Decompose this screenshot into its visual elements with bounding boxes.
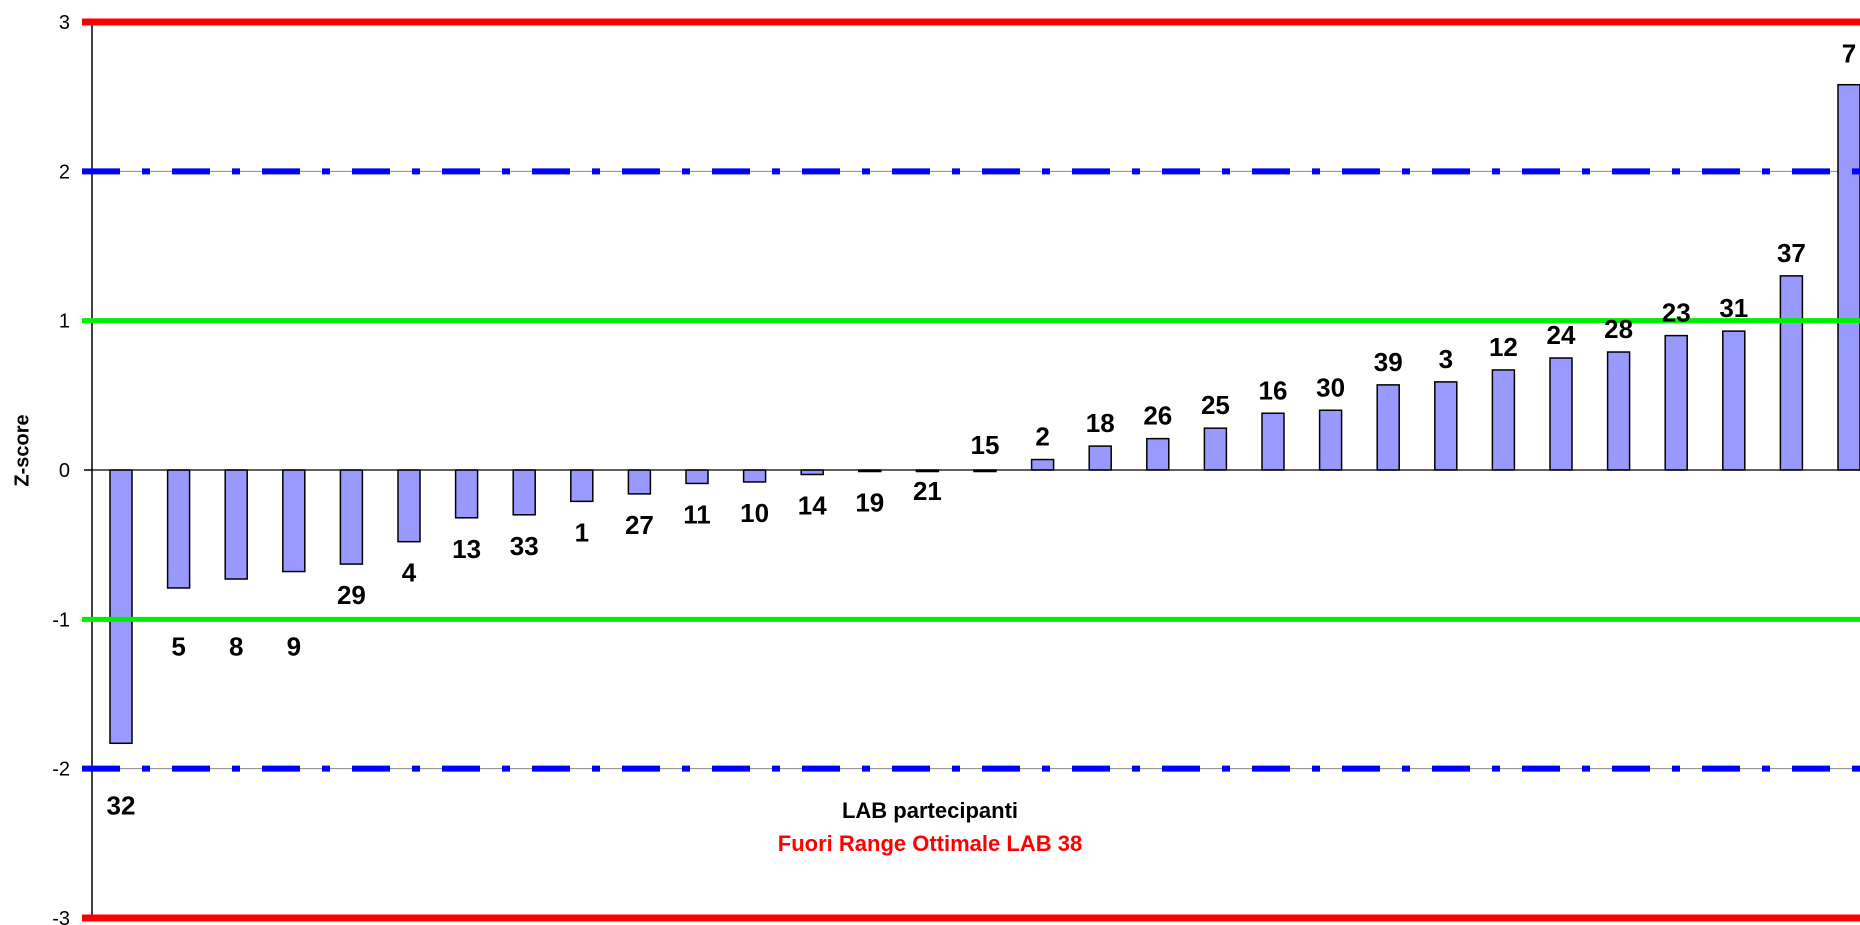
bar [1203, 427, 1228, 471]
bar [1491, 369, 1516, 471]
data-label: 12 [1489, 332, 1518, 362]
data-label: 16 [1259, 375, 1288, 405]
bar [166, 469, 191, 589]
data-label: 27 [625, 510, 654, 540]
bar [1722, 330, 1746, 471]
y-tick-label: 2 [59, 161, 70, 183]
data-label: 2 [1035, 422, 1049, 452]
data-label: 4 [402, 558, 417, 588]
data-label: 26 [1143, 401, 1172, 431]
y-axis-label-wrap: Z-score [8, 350, 38, 550]
data-label: 10 [740, 498, 769, 528]
bar [1606, 351, 1631, 471]
y-axis-label: Z-score [11, 413, 34, 487]
bar [1318, 409, 1343, 471]
bar [1549, 357, 1573, 471]
bar [512, 469, 536, 516]
data-label: 28 [1604, 314, 1633, 344]
bar [1376, 384, 1400, 471]
data-label: 33 [510, 531, 539, 561]
bar [1779, 275, 1804, 471]
y-tick-label: -3 [52, 908, 70, 925]
data-label: 19 [855, 487, 884, 517]
data-label: 30 [1316, 372, 1345, 402]
data-label: 23 [1662, 298, 1691, 328]
y-tick-label: 3 [59, 12, 70, 34]
data-label: 31 [1719, 293, 1748, 323]
data-label: 5 [171, 631, 185, 661]
bar [742, 469, 767, 483]
bar [1837, 83, 1860, 471]
bar [1030, 458, 1055, 471]
y-tick-label: 1 [59, 311, 70, 333]
bar [627, 469, 652, 495]
data-label: 24 [1547, 320, 1576, 350]
data-label: 1 [575, 517, 589, 547]
data-label: 11 [683, 499, 711, 529]
y-tick-label: 0 [59, 460, 70, 482]
data-label: 7 [1842, 39, 1856, 69]
x-axis-label: LAB partecipanti [841, 798, 1019, 823]
data-label: 29 [337, 580, 366, 610]
bar [1088, 445, 1112, 471]
data-label: 9 [287, 631, 301, 661]
data-label: 32 [107, 791, 136, 821]
data-label: 13 [452, 534, 481, 564]
y-tick-label: -1 [52, 609, 70, 631]
bar [282, 469, 306, 573]
bar [1261, 412, 1285, 471]
bar [109, 469, 133, 745]
y-tick-label: -2 [52, 759, 70, 781]
bar [339, 469, 364, 565]
bar [454, 469, 479, 519]
data-label: 25 [1201, 390, 1230, 420]
data-label: 39 [1374, 347, 1403, 377]
data-label: 15 [971, 430, 1000, 460]
bar [224, 469, 248, 580]
data-label: 14 [798, 490, 827, 520]
data-label: 3 [1439, 344, 1453, 374]
data-label: 8 [229, 631, 243, 661]
bar [800, 469, 824, 476]
data-label: 21 [913, 476, 942, 506]
data-label: 37 [1777, 238, 1806, 268]
bar [685, 469, 709, 485]
bar [1146, 437, 1170, 471]
bar [397, 469, 421, 543]
bar [570, 469, 594, 503]
bar [1434, 381, 1458, 471]
bar [1664, 334, 1688, 471]
out-of-range-note: Fuori Range Ottimale LAB 38 [777, 831, 1083, 856]
data-label: 18 [1086, 408, 1115, 438]
